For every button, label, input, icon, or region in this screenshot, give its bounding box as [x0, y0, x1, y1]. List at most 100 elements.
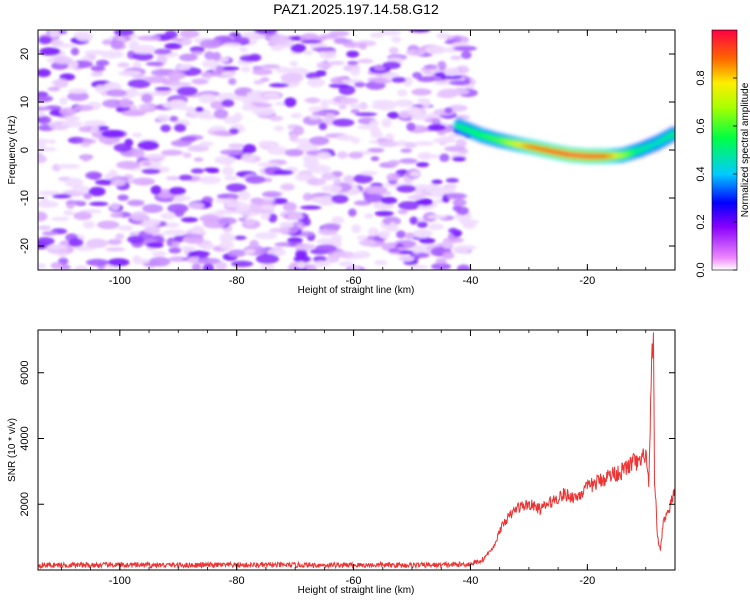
noise-blob	[397, 209, 409, 215]
noise-blob	[349, 266, 361, 270]
spectrogram-noise	[38, 30, 479, 270]
noise-blob	[190, 168, 205, 174]
noise-blob	[444, 145, 466, 152]
noise-blob	[217, 92, 238, 102]
noise-blob	[119, 98, 132, 108]
noise-blob	[448, 227, 459, 234]
noise-blob	[377, 230, 391, 239]
noise-blob	[219, 240, 234, 251]
noise-blob	[156, 114, 170, 123]
noise-blob	[397, 89, 408, 97]
noise-blob	[172, 197, 185, 203]
noise-blob	[238, 217, 247, 222]
noise-blob	[357, 58, 374, 64]
noise-blob	[308, 115, 321, 120]
noise-blob	[252, 68, 273, 76]
noise-blob	[53, 43, 76, 48]
noise-blob	[244, 218, 256, 226]
noise-blob	[132, 52, 154, 61]
noise-blob	[182, 152, 192, 159]
noise-blob	[228, 143, 245, 149]
noise-blob	[408, 264, 428, 270]
colorbar-label: Normalized spectral amplitude	[740, 82, 750, 217]
noise-blob	[416, 221, 428, 229]
snr-xtick-label: -60	[346, 575, 362, 587]
noise-blob	[68, 238, 84, 247]
noise-blob	[358, 239, 377, 247]
noise-blob	[412, 140, 434, 146]
noise-blob	[154, 86, 172, 91]
noise-blob	[303, 158, 320, 167]
noise-blob	[319, 49, 337, 60]
noise-blob	[199, 141, 214, 147]
noise-blob	[38, 262, 47, 269]
colorbar-tick-label: 0.4	[695, 166, 707, 181]
noise-blob	[241, 152, 255, 162]
noise-blob	[406, 122, 416, 131]
noise-blob	[142, 204, 164, 213]
noise-blob	[160, 212, 176, 220]
noise-blob	[409, 30, 431, 33]
noise-blob	[171, 37, 184, 42]
noise-blob	[407, 195, 424, 200]
noise-blob	[360, 170, 378, 176]
noise-blob	[73, 104, 94, 112]
noise-blob	[67, 88, 88, 94]
noise-blob	[137, 35, 161, 41]
noise-blob	[254, 232, 278, 240]
noise-blob	[215, 261, 227, 270]
noise-blob	[132, 255, 142, 265]
noise-blob	[260, 262, 275, 270]
noise-blob	[167, 203, 189, 214]
noise-blob	[364, 213, 374, 219]
noise-blob	[333, 177, 342, 185]
noise-blob	[409, 171, 421, 177]
noise-blob	[416, 76, 437, 83]
noise-blob	[206, 168, 220, 174]
noise-blob	[199, 39, 222, 49]
noise-blob	[127, 199, 145, 207]
noise-blob	[332, 118, 355, 127]
noise-blob	[326, 113, 336, 119]
noise-blob	[117, 194, 129, 201]
noise-blob	[354, 81, 366, 88]
noise-blob	[197, 257, 221, 265]
noise-blob	[302, 218, 311, 226]
noise-blob	[214, 198, 237, 204]
noise-blob	[262, 92, 280, 99]
noise-blob	[53, 78, 69, 89]
noise-blob	[221, 166, 235, 176]
noise-blob	[59, 107, 77, 116]
noise-blob	[60, 264, 71, 270]
noise-blob	[318, 122, 328, 131]
noise-blob	[176, 86, 198, 96]
noise-blob	[319, 200, 332, 206]
noise-blob	[242, 143, 257, 154]
noise-blob	[411, 88, 432, 96]
snr-xtick-label: -80	[229, 575, 245, 587]
noise-blob	[287, 213, 303, 221]
noise-blob	[417, 98, 429, 104]
noise-blob	[198, 176, 221, 185]
spectrogram-ylabel: Frequency (Hz)	[7, 116, 18, 185]
noise-blob	[142, 161, 152, 167]
chart-title: PAZ1.2025.197.14.58.G12	[273, 1, 439, 17]
noise-blob	[38, 225, 52, 231]
noise-blob	[417, 204, 434, 210]
noise-blob	[191, 225, 205, 236]
noise-blob	[101, 129, 125, 138]
noise-blob	[374, 260, 388, 266]
noise-blob	[269, 34, 290, 45]
noise-blob	[387, 111, 399, 119]
noise-blob	[398, 201, 421, 210]
noise-blob	[328, 61, 345, 66]
noise-blob	[440, 75, 463, 80]
noise-blob	[353, 250, 371, 259]
noise-blob	[388, 248, 400, 253]
noise-blob	[321, 172, 336, 181]
noise-blob	[49, 30, 60, 38]
noise-blob	[130, 211, 149, 222]
noise-blob	[315, 244, 337, 253]
spectrogram-xtick-label: -80	[229, 275, 245, 287]
